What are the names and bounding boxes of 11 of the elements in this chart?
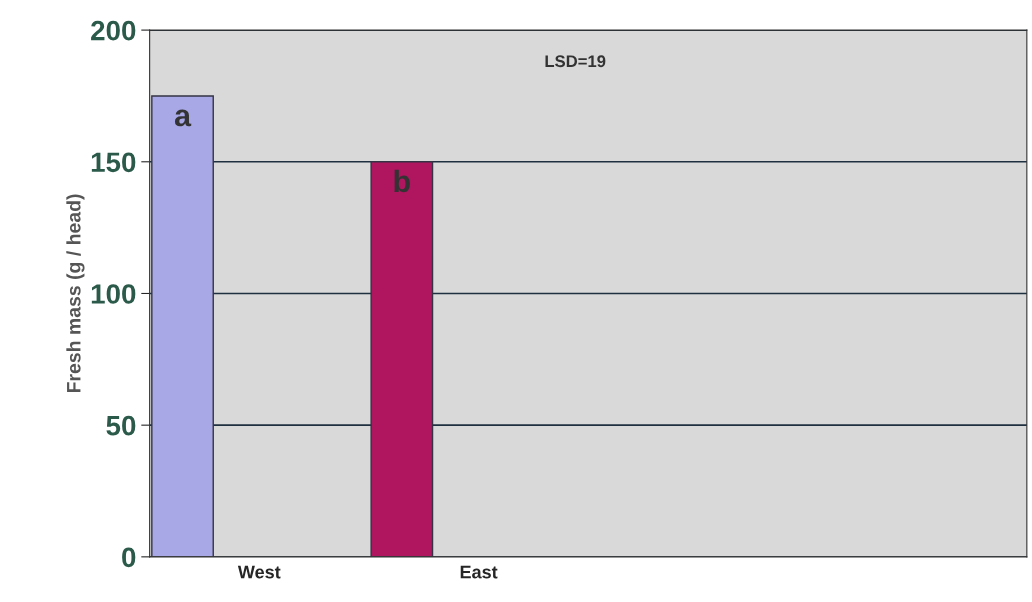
annotation: b bbox=[394, 169, 410, 193]
y-tick-label: 0 bbox=[122, 547, 136, 568]
y-tick-label: 200 bbox=[91, 20, 136, 41]
annotation: LSD=19 bbox=[545, 55, 606, 68]
x-tick-label: West bbox=[237, 565, 281, 579]
x-tick-label: East bbox=[460, 565, 498, 579]
y-axis-title: Fresh mass (g / head) bbox=[66, 194, 85, 393]
y-tick-label: 50 bbox=[106, 415, 136, 436]
y-tick-label: 100 bbox=[91, 284, 136, 304]
annotation: a bbox=[174, 109, 192, 127]
y-tick-label: 150 bbox=[91, 152, 136, 173]
